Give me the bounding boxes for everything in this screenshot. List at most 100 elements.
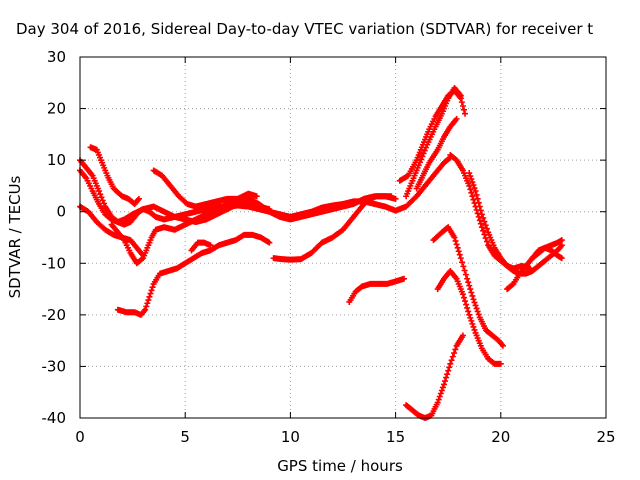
data-point [476,203,483,210]
y-tick-label: 30 [47,48,66,66]
data-point [468,189,475,196]
data-point [142,306,149,313]
data-point [471,326,478,333]
data-point [464,304,471,311]
data-point [140,252,147,259]
data-point [442,378,449,385]
data-point [449,353,456,360]
data-point [462,271,469,278]
data-point [439,384,446,391]
data-point [447,360,454,367]
data-point [558,255,565,262]
data-point [459,259,466,266]
data-point [135,195,142,202]
x-tick-label: 25 [596,428,615,446]
data-point [469,179,476,186]
data-point [460,106,467,113]
x-tick-label: 10 [281,428,300,446]
data-point [457,92,464,99]
data-point [455,248,462,255]
data-point [453,241,460,248]
data-point [458,99,465,106]
data-point [467,173,474,180]
data-point [474,195,481,202]
data-point [438,387,445,394]
data-point [465,308,472,315]
data-point [266,206,273,213]
data-point [499,342,506,349]
data-point [481,218,488,225]
data-point [452,237,459,244]
data-point [474,210,481,217]
data-point [422,144,429,151]
series-13 [430,224,506,349]
series-15 [403,332,466,421]
grid [80,57,606,418]
chart-title: Day 304 of 2016, Sidereal Day-to-day VTE… [16,20,593,38]
data-point [451,234,458,241]
data-point [476,217,483,224]
data-point [456,251,463,258]
data-point [470,182,477,189]
data-point [448,357,455,364]
data-point [459,291,466,298]
data-point [473,191,480,198]
data-point [149,284,156,291]
data-point [454,244,461,251]
data-point [470,323,477,330]
data-point [469,292,476,299]
data-point [465,279,472,286]
data-point [467,286,474,293]
data-point [474,308,481,315]
data-point [471,299,478,306]
data-point [477,207,484,214]
y-tick-label: -20 [42,306,67,324]
data-point [466,311,473,318]
data-point [460,263,467,270]
data-point [460,294,467,301]
data-point [558,237,565,244]
data-point [473,305,480,312]
data-point [475,213,482,220]
data-point [497,360,504,367]
data-point [146,293,153,300]
data-point [99,197,106,204]
x-tick-label: 0 [75,428,85,446]
data-point [95,188,102,195]
data-point [478,211,485,218]
data-point [470,296,477,303]
data-point [392,195,399,202]
data-point [143,303,150,310]
data-point [100,200,107,207]
data-point [457,255,464,262]
series-8 [270,193,395,263]
series-9 [346,275,408,305]
data-point [467,186,474,193]
x-axis-label: GPS time / hours [277,457,403,475]
series-11 [403,84,464,200]
series-4 [77,203,147,259]
data-point [459,102,466,109]
data-point [468,317,475,324]
data-point [253,193,260,200]
data-point [472,188,479,195]
data-point [97,191,104,198]
data-point [437,390,444,397]
data-point [440,381,447,388]
data-point [388,193,395,200]
y-tick-label: 20 [47,100,66,118]
data-point [147,290,154,297]
x-tick-label: 20 [491,428,510,446]
data-point [468,289,475,296]
series-7 [188,239,214,254]
y-tick-label: -40 [42,409,67,427]
data-point [463,301,470,308]
data-point [466,182,473,189]
data-point [469,193,476,200]
data-point [446,364,453,371]
data-point [98,194,105,201]
data-point [472,302,479,309]
data-point [461,267,468,274]
data-point [144,300,151,307]
